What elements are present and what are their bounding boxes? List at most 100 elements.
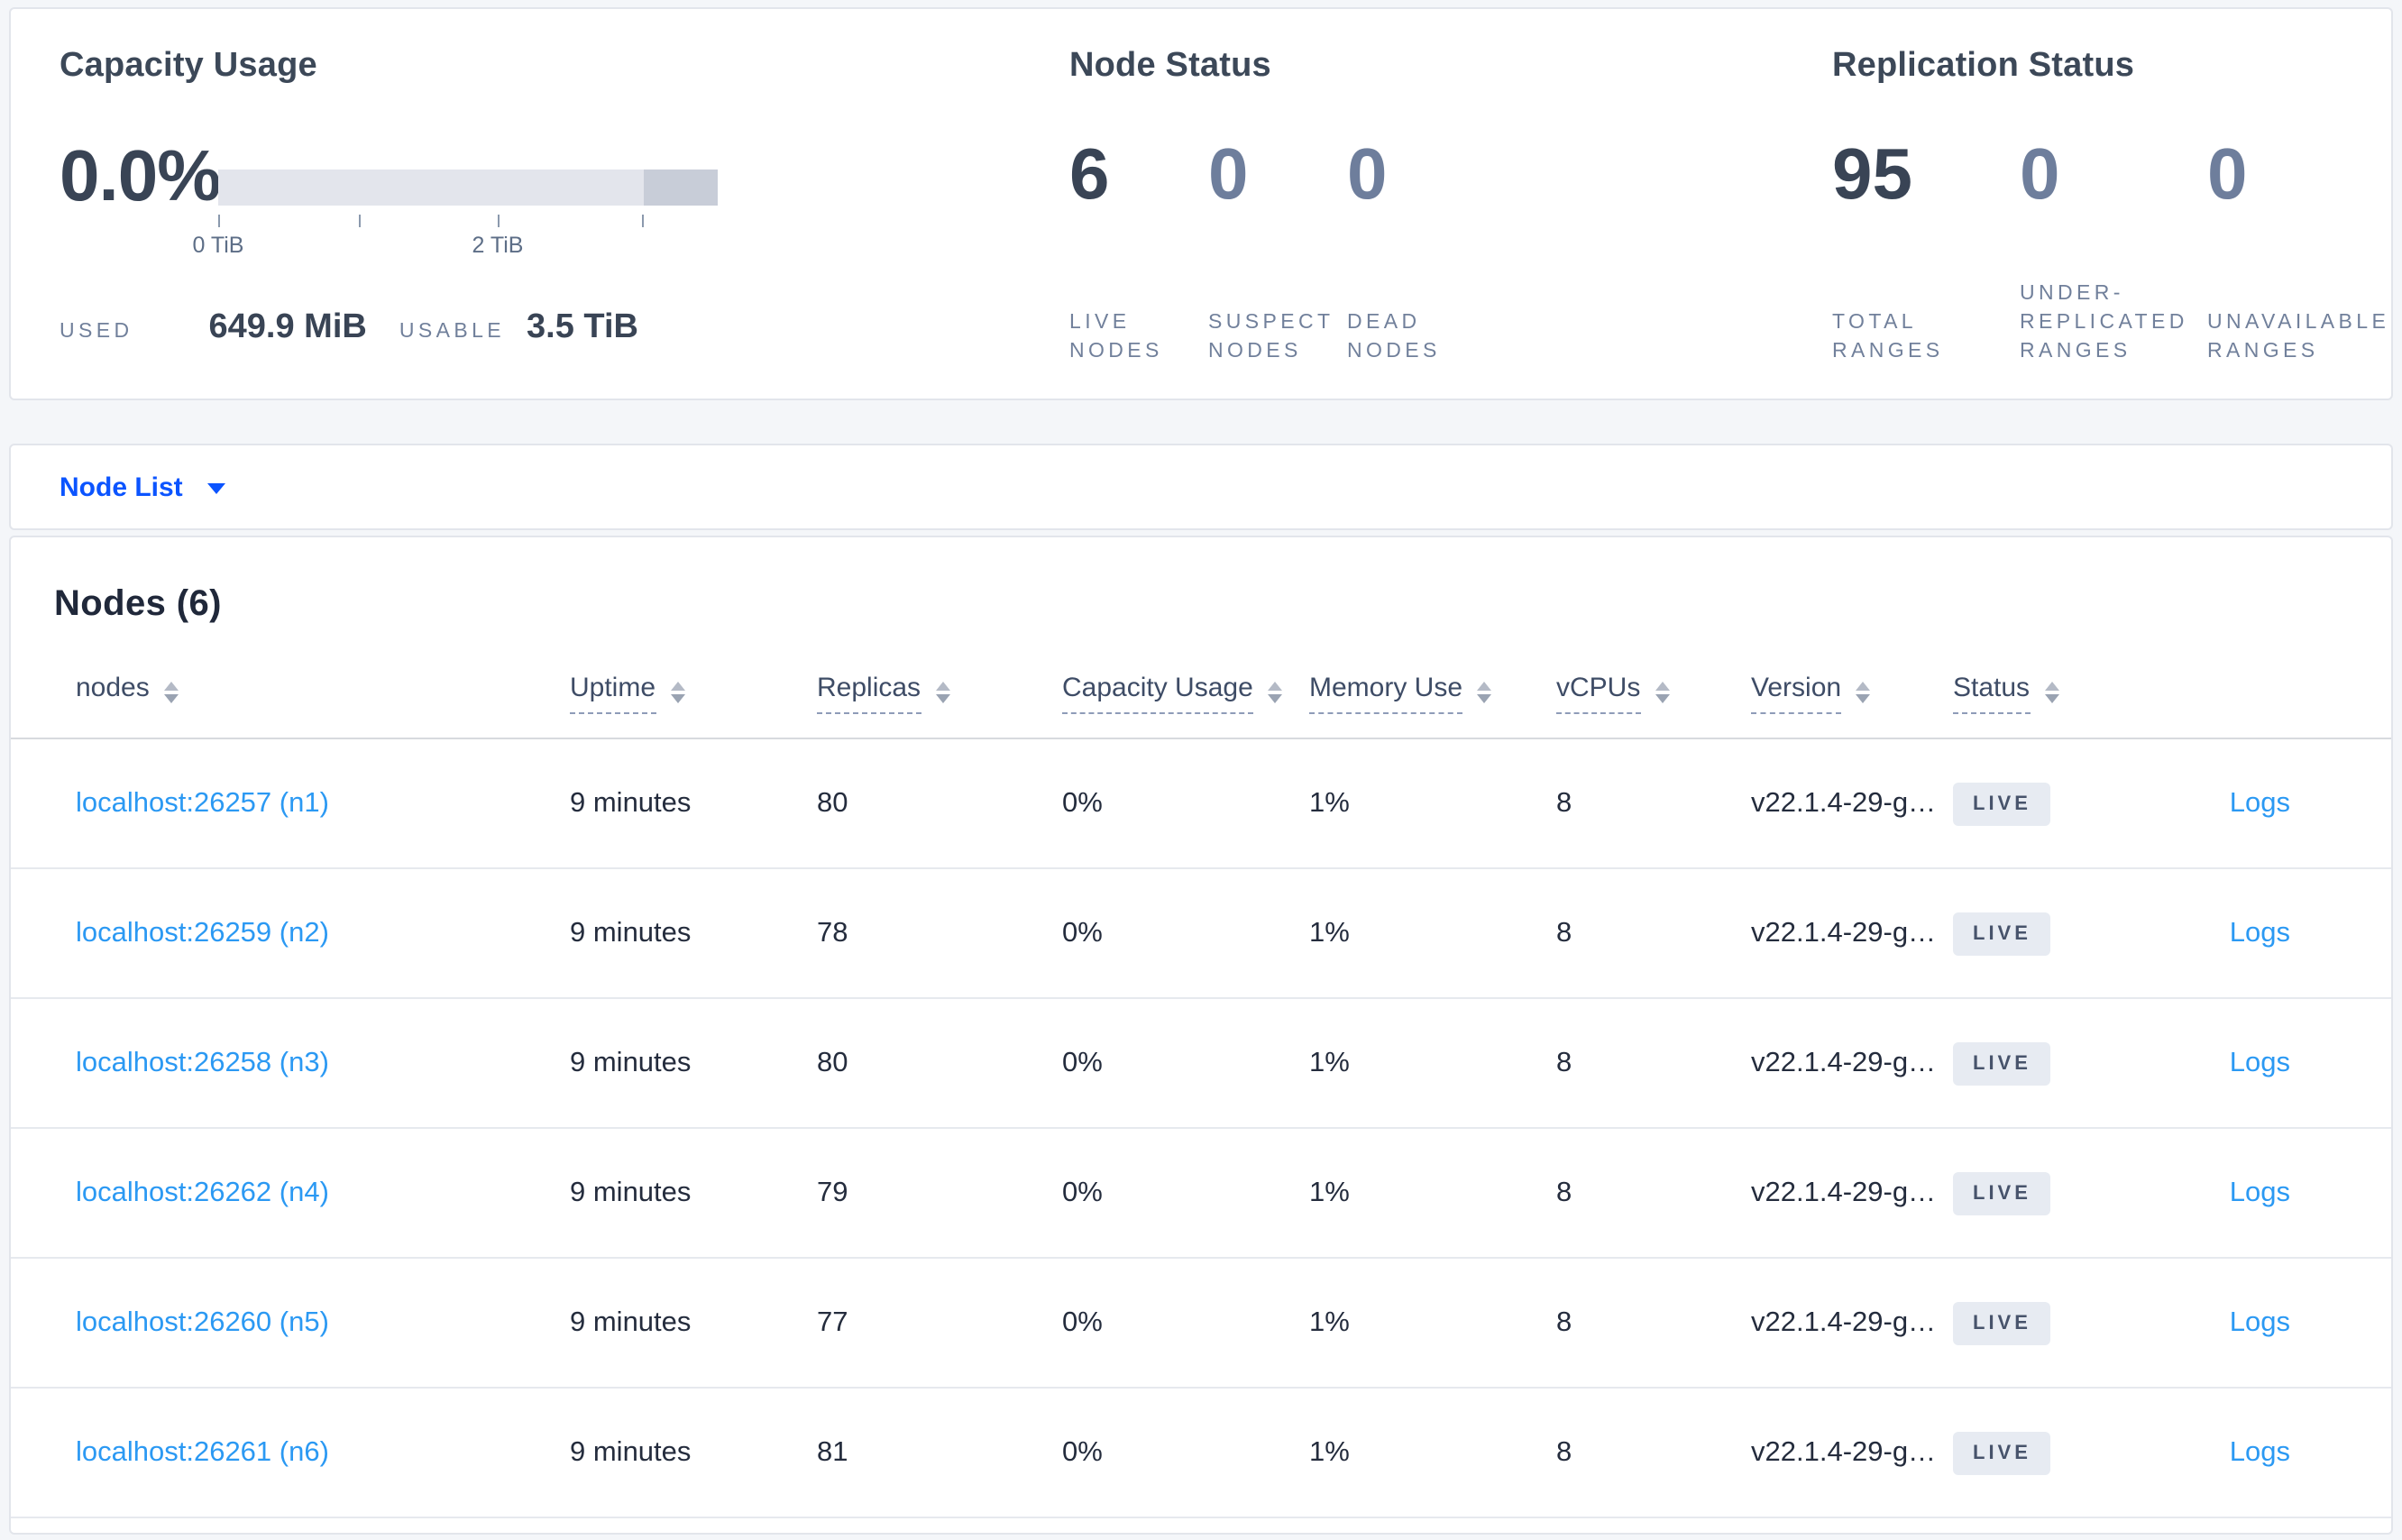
column-header-nodes[interactable]: nodes (76, 673, 570, 712)
under-replicated-ranges-value: 0 (2020, 135, 2060, 215)
logs-link[interactable]: Logs (2229, 917, 2290, 948)
version-cell: v22.1.4-29-g… (1751, 1436, 1937, 1467)
sort-icon[interactable] (1655, 682, 1670, 703)
memory-use-cell: 1% (1309, 787, 1350, 818)
under-replicated-ranges-label: UNDER-REPLICATED RANGES (2020, 283, 2188, 362)
column-header-capacity-usage[interactable]: Capacity Usage (1062, 673, 1309, 714)
capacity-stats-row: USED 649.9 MiB USABLE 3.5 TiB (60, 308, 638, 348)
logs-link[interactable]: Logs (2229, 1436, 2290, 1467)
sort-icon[interactable] (1477, 682, 1492, 703)
nodes-table-header: nodes Uptime Replicas Capacity Usage Mem… (11, 673, 2391, 739)
table-row: localhost:26257 (n1) 9 minutes 80 0% 1% 8 v22.… (11, 739, 2391, 869)
column-header-vcpus[interactable]: vCPUs (1556, 673, 1751, 714)
node-address-cell: localhost:26261 (n6) (76, 1436, 570, 1469)
sort-icon[interactable] (670, 682, 685, 703)
view-selector-card: Node List (9, 444, 2393, 530)
capacity-usage-cell: 0% (1062, 1306, 1103, 1337)
node-link[interactable]: localhost:26257 (n1) (76, 787, 329, 818)
logs-link[interactable]: Logs (2229, 1306, 2290, 1337)
unavailable-ranges-label: UNAVAILABLE RANGES (2207, 312, 2390, 362)
suspect-nodes-stat: 0 SUSPECT NODES (1208, 135, 1347, 366)
status-badge: LIVE (1953, 912, 2051, 955)
total-ranges-stat: 95 TOTAL RANGES (1832, 135, 2020, 366)
nodes-table-body: localhost:26257 (n1) 9 minutes 80 0% 1% 8 v22.… (11, 739, 2391, 1518)
node-list-dropdown[interactable]: Node List (60, 472, 226, 502)
capacity-usage-cell: 0% (1062, 1177, 1103, 1207)
status-cell: LIVE (1953, 782, 2187, 825)
status-badge: LIVE (1953, 1171, 2051, 1215)
dead-nodes-stat: 0 DEAD NODES (1347, 135, 1486, 366)
axis-tick-label: 0 TiB (192, 233, 244, 258)
node-address-cell: localhost:26258 (n3) (76, 1047, 570, 1079)
column-header-status[interactable]: Status (1953, 673, 2187, 714)
capacity-usage-title: Capacity Usage (60, 47, 317, 85)
capacity-bar (218, 170, 718, 206)
replicas-cell: 77 (817, 1306, 848, 1337)
memory-use-cell: 1% (1309, 1177, 1350, 1207)
capacity-usage-cell: 0% (1062, 787, 1103, 818)
sort-icon[interactable] (1267, 682, 1282, 703)
caret-down-icon (207, 483, 226, 494)
uptime-cell: 9 minutes (570, 1306, 692, 1337)
node-link[interactable]: localhost:26259 (n2) (76, 917, 329, 948)
cluster-summary-card: Capacity Usage 0.0% 0 TiB 2 TiB USED 649… (9, 7, 2393, 400)
node-link[interactable]: localhost:26262 (n4) (76, 1177, 329, 1207)
logs-cell: Logs (2187, 787, 2290, 820)
replicas-cell: 78 (817, 917, 848, 948)
dead-nodes-value: 0 (1347, 135, 1388, 215)
axis-tick (642, 215, 644, 227)
live-nodes-value: 6 (1069, 135, 1110, 215)
replication-status-stats: 95 TOTAL RANGES 0 UNDER-REPLICATED RANGE… (1832, 135, 2395, 366)
vcpus-cell: 8 (1556, 917, 1572, 948)
column-header-uptime[interactable]: Uptime (570, 673, 817, 714)
live-nodes-label: LIVE NODES (1069, 312, 1163, 362)
column-header-version[interactable]: Version (1751, 673, 1953, 714)
status-badge: LIVE (1953, 1301, 2051, 1344)
node-status-stats: 6 LIVE NODES 0 SUSPECT NODES 0 DEAD NODE… (1069, 135, 1486, 366)
vcpus-cell: 8 (1556, 787, 1572, 818)
sort-icon[interactable] (2044, 682, 2059, 703)
capacity-used-percent: 0.0% (60, 137, 221, 216)
status-cell: LIVE (1953, 912, 2187, 955)
unavailable-ranges-value: 0 (2207, 135, 2248, 215)
axis-tick-label: 2 TiB (472, 233, 524, 258)
axis-tick (359, 215, 361, 227)
node-address-cell: localhost:26257 (n1) (76, 787, 570, 820)
logs-link[interactable]: Logs (2229, 1177, 2290, 1207)
capacity-usage-cell: 0% (1062, 917, 1103, 948)
node-status-panel: Node Status 6 LIVE NODES 0 SUSPECT NODES… (1069, 9, 1827, 399)
capacity-bar-used-segment (644, 170, 718, 206)
replication-status-panel: Replication Status 95 TOTAL RANGES 0 UND… (1832, 9, 2400, 399)
column-header-replicas[interactable]: Replicas (817, 673, 1062, 714)
logs-link[interactable]: Logs (2229, 787, 2290, 818)
vcpus-cell: 8 (1556, 1177, 1572, 1207)
memory-use-cell: 1% (1309, 1047, 1350, 1077)
sort-icon[interactable] (935, 682, 950, 703)
node-link[interactable]: localhost:26258 (n3) (76, 1047, 329, 1077)
node-link[interactable]: localhost:26261 (n6) (76, 1436, 329, 1467)
table-row: localhost:26260 (n5) 9 minutes 77 0% 1% 8 v22.… (11, 1259, 2391, 1389)
axis-tick (218, 215, 220, 227)
logs-link[interactable]: Logs (2229, 1047, 2290, 1077)
capacity-usage-cell: 0% (1062, 1436, 1103, 1467)
status-badge: LIVE (1953, 1431, 2051, 1474)
usable-label: USABLE (399, 321, 506, 343)
table-row: localhost:26258 (n3) 9 minutes 80 0% 1% 8 v22.… (11, 999, 2391, 1129)
replication-status-title: Replication Status (1832, 47, 2135, 85)
table-row: localhost:26262 (n4) 9 minutes 79 0% 1% 8 v22.… (11, 1129, 2391, 1259)
sort-icon[interactable] (163, 682, 179, 703)
version-cell: v22.1.4-29-g… (1751, 787, 1937, 818)
total-ranges-value: 95 (1832, 135, 1912, 215)
unavailable-ranges-stat: 0 UNAVAILABLE RANGES (2207, 135, 2395, 366)
status-cell: LIVE (1953, 1431, 2187, 1474)
column-header-memory-use[interactable]: Memory Use (1309, 673, 1556, 714)
status-cell: LIVE (1953, 1301, 2187, 1344)
memory-use-cell: 1% (1309, 1436, 1350, 1467)
uptime-cell: 9 minutes (570, 787, 692, 818)
version-cell: v22.1.4-29-g… (1751, 1306, 1937, 1337)
status-cell: LIVE (1953, 1171, 2187, 1215)
sort-icon[interactable] (1856, 682, 1871, 703)
node-link[interactable]: localhost:26260 (n5) (76, 1306, 329, 1337)
vcpus-cell: 8 (1556, 1306, 1572, 1337)
